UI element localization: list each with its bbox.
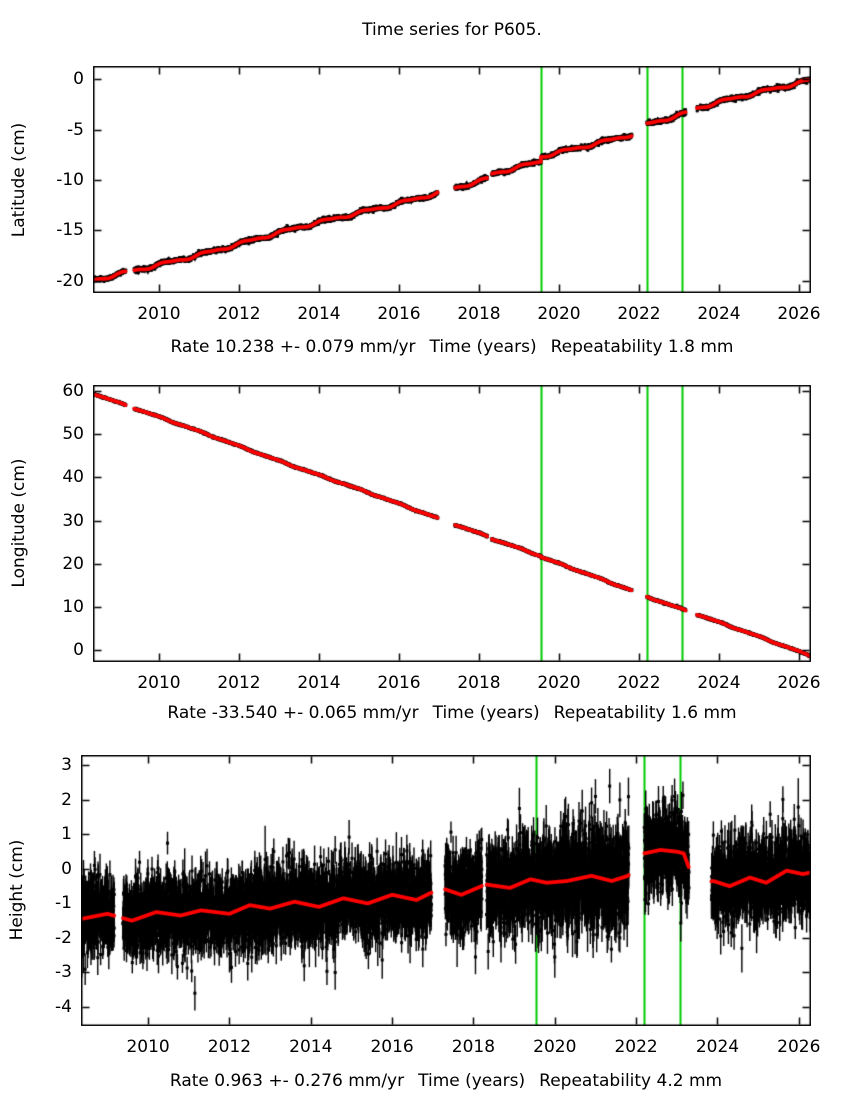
longitude-xtick-2018: 2018 [457,673,501,693]
latitude-xtick-2018: 2018 [457,304,501,324]
longitude-ytick-20: 20 [62,553,84,574]
longitude-ytick-40: 40 [62,467,84,488]
latitude-footer: Rate 10.238 +- 0.079 mm/yr Time (years) Re… [93,337,811,357]
height-xtick-2014: 2014 [289,1037,333,1057]
latitude-rate-text: Rate 10.238 +- 0.079 mm/yr [170,337,416,357]
latitude-time-axis-title: Time (years) [429,337,537,357]
latitude-xtick-2012: 2012 [217,304,261,324]
longitude-time-axis-title: Time (years) [432,703,540,723]
height-ytick-1: 1 [61,824,72,845]
longitude-repeatability-text: Repeatability 1.6 mm [553,703,737,723]
height-axis-label: Height (cm) [7,839,27,941]
longitude-xtick-2016: 2016 [377,673,421,693]
latitude-ytick--20: -20 [56,270,84,291]
height-xtick-2026: 2026 [777,1037,821,1057]
height-ytick--3: -3 [55,962,72,983]
height-ytick--4: -4 [55,997,72,1017]
latitude-xtick-2014: 2014 [297,304,341,324]
longitude-footer: Rate -33.540 +- 0.065 mm/yr Time (years) R… [93,703,811,723]
height-footer: Rate 0.963 +- 0.276 mm/yr Time (years) Rep… [81,1071,811,1091]
latitude-ytick--15: -15 [56,220,84,241]
longitude-plot-canvas [93,385,811,662]
height-ytick-2: 2 [61,789,72,810]
latitude-ytick-0: 0 [73,69,84,90]
latitude-ytick--10: -10 [56,170,84,190]
height-xtick-2024: 2024 [695,1037,740,1057]
height-ytick-0: 0 [61,858,72,879]
latitude-xtick-2024: 2024 [697,304,741,324]
height-xtick-2016: 2016 [370,1037,414,1057]
longitude-ytick-0: 0 [73,640,84,661]
height-xtick-2018: 2018 [451,1037,496,1057]
latitude-xtick-2010: 2010 [137,304,181,324]
height-ytick-3: 3 [61,755,72,776]
chart-title: Time series for P605. [362,20,542,40]
height-plot-canvas [81,755,811,1026]
height-xtick-2020: 2020 [533,1037,577,1057]
height-ytick--2: -2 [55,927,72,948]
longitude-xtick-2026: 2026 [777,673,821,693]
latitude-plot-canvas [93,66,811,293]
latitude-xtick-2026: 2026 [777,304,821,324]
longitude-xtick-2022: 2022 [617,673,661,693]
latitude-xtick-2016: 2016 [377,304,421,324]
longitude-ytick-60: 60 [62,381,84,402]
latitude-repeatability-text: Repeatability 1.8 mm [550,337,734,357]
height-xtick-2012: 2012 [207,1037,252,1057]
height-ytick--1: -1 [55,893,72,914]
longitude-xtick-2020: 2020 [537,673,581,693]
longitude-xtick-2024: 2024 [697,673,741,693]
height-xtick-2022: 2022 [614,1037,658,1057]
latitude-xtick-2020: 2020 [537,304,581,324]
height-time-axis-title: Time (years) [418,1071,526,1091]
latitude-ytick--5: -5 [67,119,84,140]
longitude-xtick-2010: 2010 [137,673,181,693]
longitude-ytick-30: 30 [62,510,84,531]
longitude-rate-text: Rate -33.540 +- 0.065 mm/yr [167,703,419,723]
latitude-xtick-2022: 2022 [617,304,661,324]
height-repeatability-text: Repeatability 4.2 mm [539,1071,723,1091]
longitude-ytick-50: 50 [62,424,84,445]
longitude-xtick-2012: 2012 [217,673,261,693]
height-rate-text: Rate 0.963 +- 0.276 mm/yr [169,1071,405,1091]
longitude-xtick-2014: 2014 [297,673,341,693]
longitude-ytick-10: 10 [62,596,84,617]
height-xtick-2010: 2010 [126,1037,170,1057]
